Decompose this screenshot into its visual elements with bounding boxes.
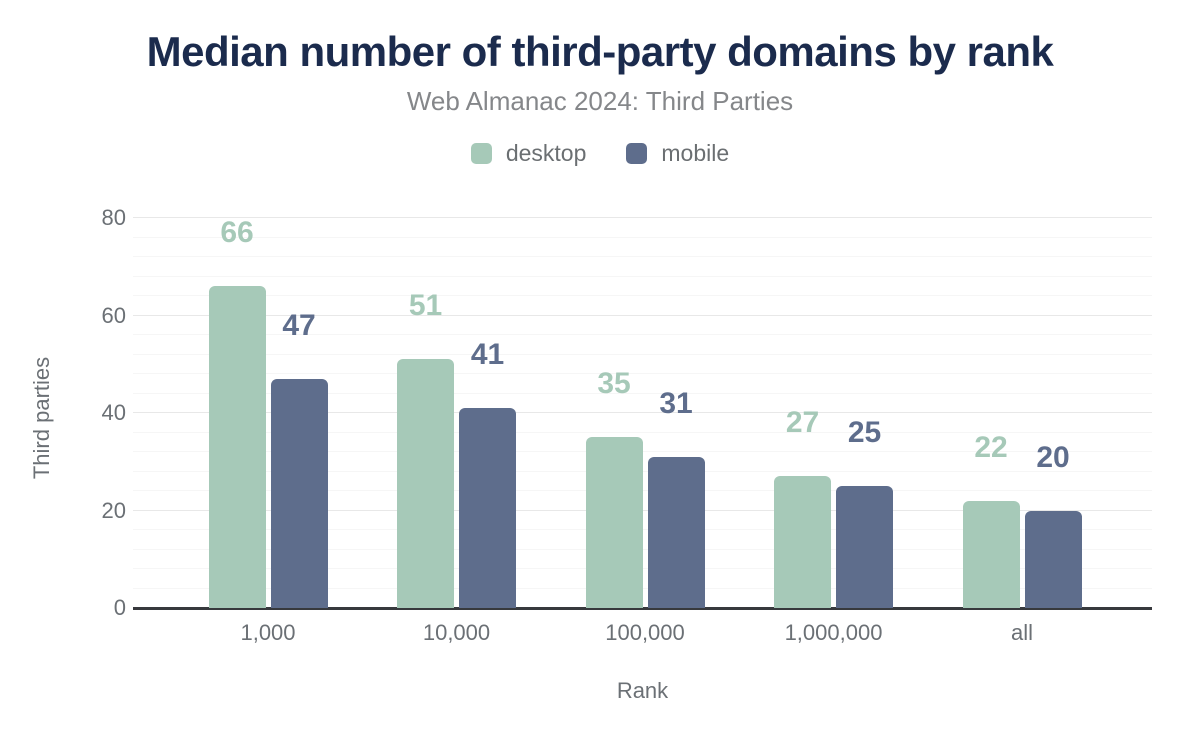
y-tick-label: 80 <box>101 205 126 230</box>
gridline-minor <box>133 236 1152 238</box>
x-tick-label: 100,000 <box>605 620 685 645</box>
gridline-minor <box>133 373 1152 374</box>
bar-mobile-1000 <box>270 378 328 608</box>
gridline-minor <box>133 548 1152 550</box>
gridline-major <box>133 412 1152 413</box>
gridline-minor <box>133 451 1152 452</box>
value-label-mobile-100000: 31 <box>659 386 693 420</box>
bar-desktop-100000 <box>585 437 643 608</box>
legend-item-mobile[interactable]: mobile <box>626 140 729 166</box>
gridline-minor <box>133 334 1152 335</box>
bar-mobile-all <box>1024 510 1082 608</box>
legend-swatch-desktop <box>470 142 492 164</box>
bar-mobile-10000 <box>459 408 516 608</box>
value-label-desktop-100000: 35 <box>597 367 631 401</box>
value-label-mobile-1000: 47 <box>282 308 316 342</box>
gridline-minor <box>133 392 1152 394</box>
bar-mobile-100000 <box>647 456 705 608</box>
x-axis-title: Rank <box>616 678 669 703</box>
gridline-minor <box>133 295 1152 296</box>
gridline-major <box>133 314 1152 316</box>
value-label-mobile-1000000: 25 <box>847 416 882 450</box>
bar-desktop-all <box>962 500 1020 608</box>
y-tick-label: 40 <box>101 400 126 425</box>
legend-label-mobile: mobile <box>661 140 730 166</box>
y-tick-label: 60 <box>101 302 126 328</box>
value-label-desktop-1000: 66 <box>220 216 254 250</box>
legend-swatch-mobile <box>626 142 648 164</box>
x-tick-label: all <box>1010 620 1034 645</box>
x-tick-label: 10,000 <box>422 620 491 645</box>
gridline-major <box>133 509 1152 511</box>
x-tick-label: 1,000,000 <box>784 620 883 645</box>
bar-desktop-1000000 <box>774 476 831 608</box>
gridline-minor <box>133 353 1152 355</box>
plot-area: 66 47 1,000 51 41 10,000 35 31 100,000 27 25 1,000,… <box>133 216 1152 645</box>
gridline-minor <box>133 568 1152 569</box>
gridline-minor <box>133 431 1152 433</box>
gridline-minor <box>133 470 1152 472</box>
y-tick-label: 0 <box>113 595 126 620</box>
legend: desktop mobile <box>0 140 1200 166</box>
gridline-major <box>133 217 1152 218</box>
value-label-mobile-10000: 41 <box>470 338 505 372</box>
bar-mobile-1000000 <box>836 486 893 608</box>
value-label-mobile-all: 20 <box>1036 440 1070 474</box>
x-tick-label: 1,000 <box>240 620 296 645</box>
gridline-minor <box>133 275 1152 277</box>
value-label-desktop-all: 22 <box>974 430 1008 464</box>
legend-item-desktop[interactable]: desktop <box>470 140 587 166</box>
gridline-minor <box>133 587 1152 589</box>
y-tick-label: 20 <box>101 497 126 523</box>
gridline-minor <box>133 490 1152 491</box>
gridline-minor <box>133 529 1152 530</box>
bar-desktop-10000 <box>397 359 454 608</box>
gridline-minor <box>133 256 1152 257</box>
bar-desktop-1000 <box>208 286 266 608</box>
chart-subtitle: Web Almanac 2024: Third Parties <box>406 86 794 116</box>
legend-label-desktop: desktop <box>505 140 587 166</box>
x-axis-line <box>133 607 1152 610</box>
chart-title: Median number of third-party domains by … <box>146 28 1054 75</box>
value-label-desktop-10000: 51 <box>408 289 443 323</box>
value-label-desktop-1000000: 27 <box>785 406 820 440</box>
